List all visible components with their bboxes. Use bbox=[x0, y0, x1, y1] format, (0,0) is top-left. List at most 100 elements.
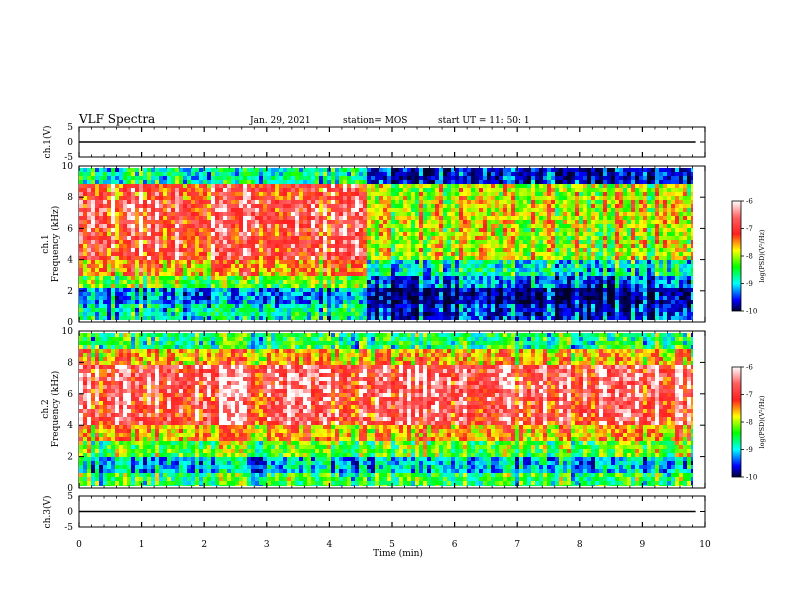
spectrogram-cell bbox=[455, 312, 460, 317]
spectrogram-cell bbox=[583, 264, 588, 269]
spectrogram-cell bbox=[423, 304, 428, 309]
spectrogram-cell bbox=[199, 224, 204, 229]
spectrogram-cell bbox=[99, 300, 104, 305]
spectrogram-cell bbox=[251, 308, 256, 313]
spectrogram-cell bbox=[427, 300, 432, 305]
spectrogram-cell bbox=[195, 308, 200, 313]
spectrogram-cell bbox=[415, 300, 420, 305]
spectrogram-cell bbox=[103, 304, 108, 309]
spectrogram-cell bbox=[247, 168, 252, 173]
spectrogram-cell bbox=[431, 272, 436, 277]
spectrogram-cell bbox=[559, 264, 564, 269]
spectrogram-cell bbox=[479, 200, 484, 205]
spectrogram-cell bbox=[79, 272, 84, 277]
spectrogram-cell bbox=[179, 184, 184, 189]
spectrogram-cell bbox=[523, 272, 528, 277]
spectrogram-cell bbox=[467, 308, 472, 313]
spectrogram-cell bbox=[427, 232, 432, 237]
spectrogram-cell bbox=[231, 228, 236, 233]
spectrogram-cell bbox=[351, 248, 356, 253]
spectrogram-cell bbox=[239, 288, 244, 293]
spectrogram-cell bbox=[535, 168, 540, 173]
spectrogram-cell bbox=[151, 280, 156, 285]
spectrogram-cell bbox=[475, 280, 480, 285]
spectrogram-cell bbox=[423, 296, 428, 301]
spectrogram-cell bbox=[99, 256, 104, 261]
spectrogram-cell bbox=[367, 292, 372, 297]
spectrogram-cell bbox=[287, 196, 292, 201]
spectrogram-cell bbox=[359, 184, 364, 189]
spectrogram-cell bbox=[471, 180, 476, 185]
spectrogram-cell bbox=[111, 228, 116, 233]
spectrogram-cell bbox=[547, 288, 552, 293]
spectrogram-cell bbox=[347, 244, 352, 249]
spectrogram-cell bbox=[367, 264, 372, 269]
spectrogram-cell bbox=[103, 284, 108, 289]
spectrogram-cell bbox=[363, 188, 368, 193]
spectrogram-cell bbox=[583, 304, 588, 309]
spectrogram-cell bbox=[191, 192, 196, 197]
spectrogram-cell bbox=[327, 192, 332, 197]
spectrogram-cell bbox=[451, 200, 456, 205]
spectrogram-cell bbox=[327, 256, 332, 261]
spectrogram-cell bbox=[467, 236, 472, 241]
spectrogram-cell bbox=[375, 184, 380, 189]
spectrogram-cell bbox=[459, 184, 464, 189]
spectrogram-cell bbox=[391, 216, 396, 221]
spectrogram-cell bbox=[191, 188, 196, 193]
spectrogram-cell bbox=[131, 212, 136, 217]
spectrogram-cell bbox=[227, 284, 232, 289]
spectrogram-cell bbox=[127, 276, 132, 281]
spectrogram-cell bbox=[127, 168, 132, 173]
spectrogram-cell bbox=[143, 288, 148, 293]
spectrogram-cell bbox=[579, 224, 584, 229]
spectrogram-cell bbox=[475, 308, 480, 313]
spectrogram-cell bbox=[283, 288, 288, 293]
spectrogram-cell bbox=[443, 316, 448, 320]
spectrogram-cell bbox=[379, 296, 384, 301]
spectrogram-cell bbox=[263, 180, 268, 185]
spectrogram-cell bbox=[331, 196, 336, 201]
spectrogram-cell bbox=[159, 172, 164, 177]
spectrogram-cell bbox=[207, 268, 212, 273]
spectrogram-cell bbox=[599, 168, 604, 173]
spectrogram-cell bbox=[543, 168, 548, 173]
spectrogram-cell bbox=[227, 260, 232, 265]
spectrogram-cell bbox=[307, 288, 312, 293]
spectrogram-cell bbox=[191, 172, 196, 177]
spectrogram-cell bbox=[455, 176, 460, 181]
spectrogram-cell bbox=[391, 224, 396, 229]
spectrogram-cell bbox=[195, 212, 200, 217]
spectrogram-cell bbox=[411, 240, 416, 245]
spectrogram-cell bbox=[331, 268, 336, 273]
spectrogram-cell bbox=[539, 304, 544, 309]
spectrogram-cell bbox=[115, 172, 120, 177]
spectrogram-cell bbox=[295, 212, 300, 217]
spectrogram-cell bbox=[263, 228, 268, 233]
spectrogram-cell bbox=[599, 292, 604, 297]
spectrogram-cell bbox=[571, 236, 576, 241]
spectrogram-cell bbox=[299, 244, 304, 249]
spectrogram-cell bbox=[91, 276, 96, 281]
spectrogram-cell bbox=[155, 200, 160, 205]
spectrogram-cell bbox=[407, 168, 412, 173]
spectrogram-cell bbox=[199, 276, 204, 281]
spectrogram-cell bbox=[403, 232, 408, 237]
spectrogram-cell bbox=[323, 296, 328, 301]
spectrogram-cell bbox=[547, 292, 552, 297]
spectrogram-cell bbox=[347, 260, 352, 265]
spectrogram-cell bbox=[567, 216, 572, 221]
spectrogram-cell bbox=[507, 252, 512, 257]
spectrogram-cell bbox=[147, 280, 152, 285]
spectrogram-cell bbox=[319, 280, 324, 285]
spectrogram-cell bbox=[291, 312, 296, 317]
spectrogram-cell bbox=[83, 224, 88, 229]
spectrogram-cell bbox=[295, 300, 300, 305]
spectrogram-cell bbox=[191, 228, 196, 233]
spectrogram-cell bbox=[207, 200, 212, 205]
spectrogram-cell bbox=[571, 284, 576, 289]
spectrogram-cell bbox=[419, 264, 424, 269]
spectrogram-cell bbox=[307, 188, 312, 193]
spectrogram-cell bbox=[247, 244, 252, 249]
spectrogram-cell bbox=[439, 200, 444, 205]
